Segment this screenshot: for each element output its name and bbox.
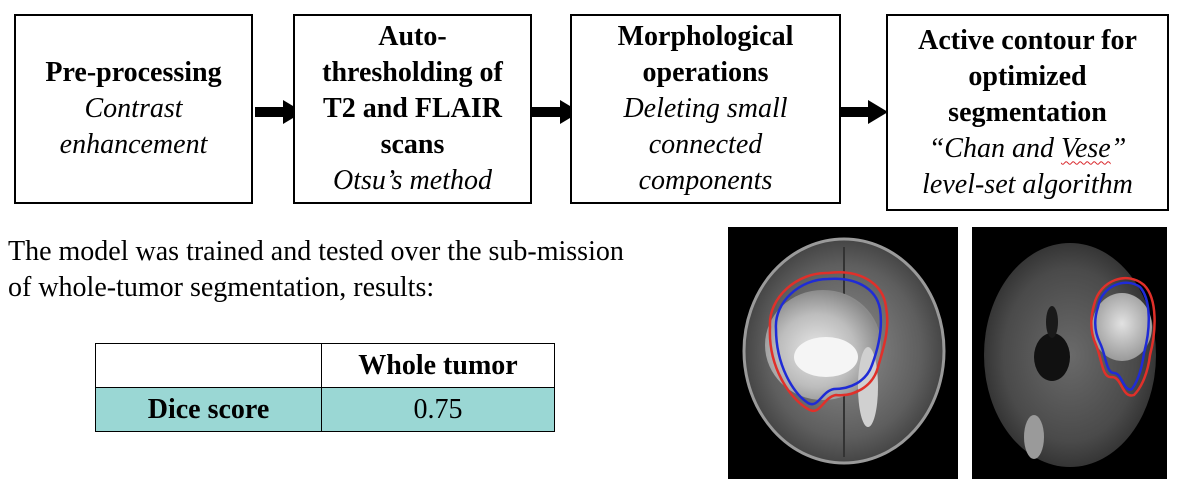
step-title: Morphological [617, 21, 794, 52]
results-table: Whole tumor Dice score 0.75 [95, 343, 555, 432]
step-title: Auto- [378, 21, 447, 52]
step-description: connected [648, 129, 763, 160]
blue-contour [774, 277, 883, 406]
step-description: enhancement [59, 129, 208, 160]
step-title: segmentation [948, 96, 1107, 128]
dice-score-value: 0.75 [321, 387, 555, 432]
step-description: Contrast [84, 93, 183, 124]
step-active-contour-box: Active contour for optimized segmentatio… [886, 14, 1169, 211]
step-title: operations [642, 57, 769, 88]
description-line: of whole-tumor segmentation, results: [8, 272, 435, 303]
step-morphology-box: Morphological operations Deleting small … [570, 14, 841, 204]
step-title: Active contour for [918, 24, 1137, 56]
step-description: Deleting small [623, 93, 788, 124]
red-contour [768, 271, 889, 413]
step-title: scans [380, 129, 445, 160]
tumor-region [1092, 293, 1152, 361]
step-description: components [638, 165, 773, 196]
step-description: Otsu’s method [333, 165, 492, 196]
dice-score-label: Dice score [95, 387, 322, 432]
spellcheck-underline: Vese [1060, 132, 1111, 164]
step-title: Pre-processing [45, 57, 222, 88]
table-header-row: Whole tumor [95, 343, 555, 388]
step-description: level-set algorithm [922, 168, 1133, 200]
results-description: The model was trained and tested over th… [8, 234, 708, 306]
red-contour [1090, 276, 1156, 397]
step-title: T2 and FLAIR [323, 93, 502, 124]
table-header-cell: Whole tumor [321, 343, 555, 388]
blue-contour [1094, 281, 1151, 391]
table-header-cell [95, 343, 322, 388]
right-arrow-icon [840, 100, 888, 124]
step-title: thresholding of [322, 57, 503, 88]
step-thresholding-box: Auto- thresholding of T2 and FLAIR scans… [293, 14, 532, 204]
axial-mri-scan-right [972, 227, 1167, 479]
table-row: Dice score 0.75 [95, 387, 555, 432]
step-preprocessing-box: Pre-processing Contrast enhancement [14, 14, 253, 204]
step-description: “Chan and Vese” [928, 132, 1127, 164]
axial-mri-scan-left [728, 227, 958, 479]
step-title: optimized [968, 60, 1087, 92]
description-line: The model was trained and tested over th… [8, 236, 624, 267]
